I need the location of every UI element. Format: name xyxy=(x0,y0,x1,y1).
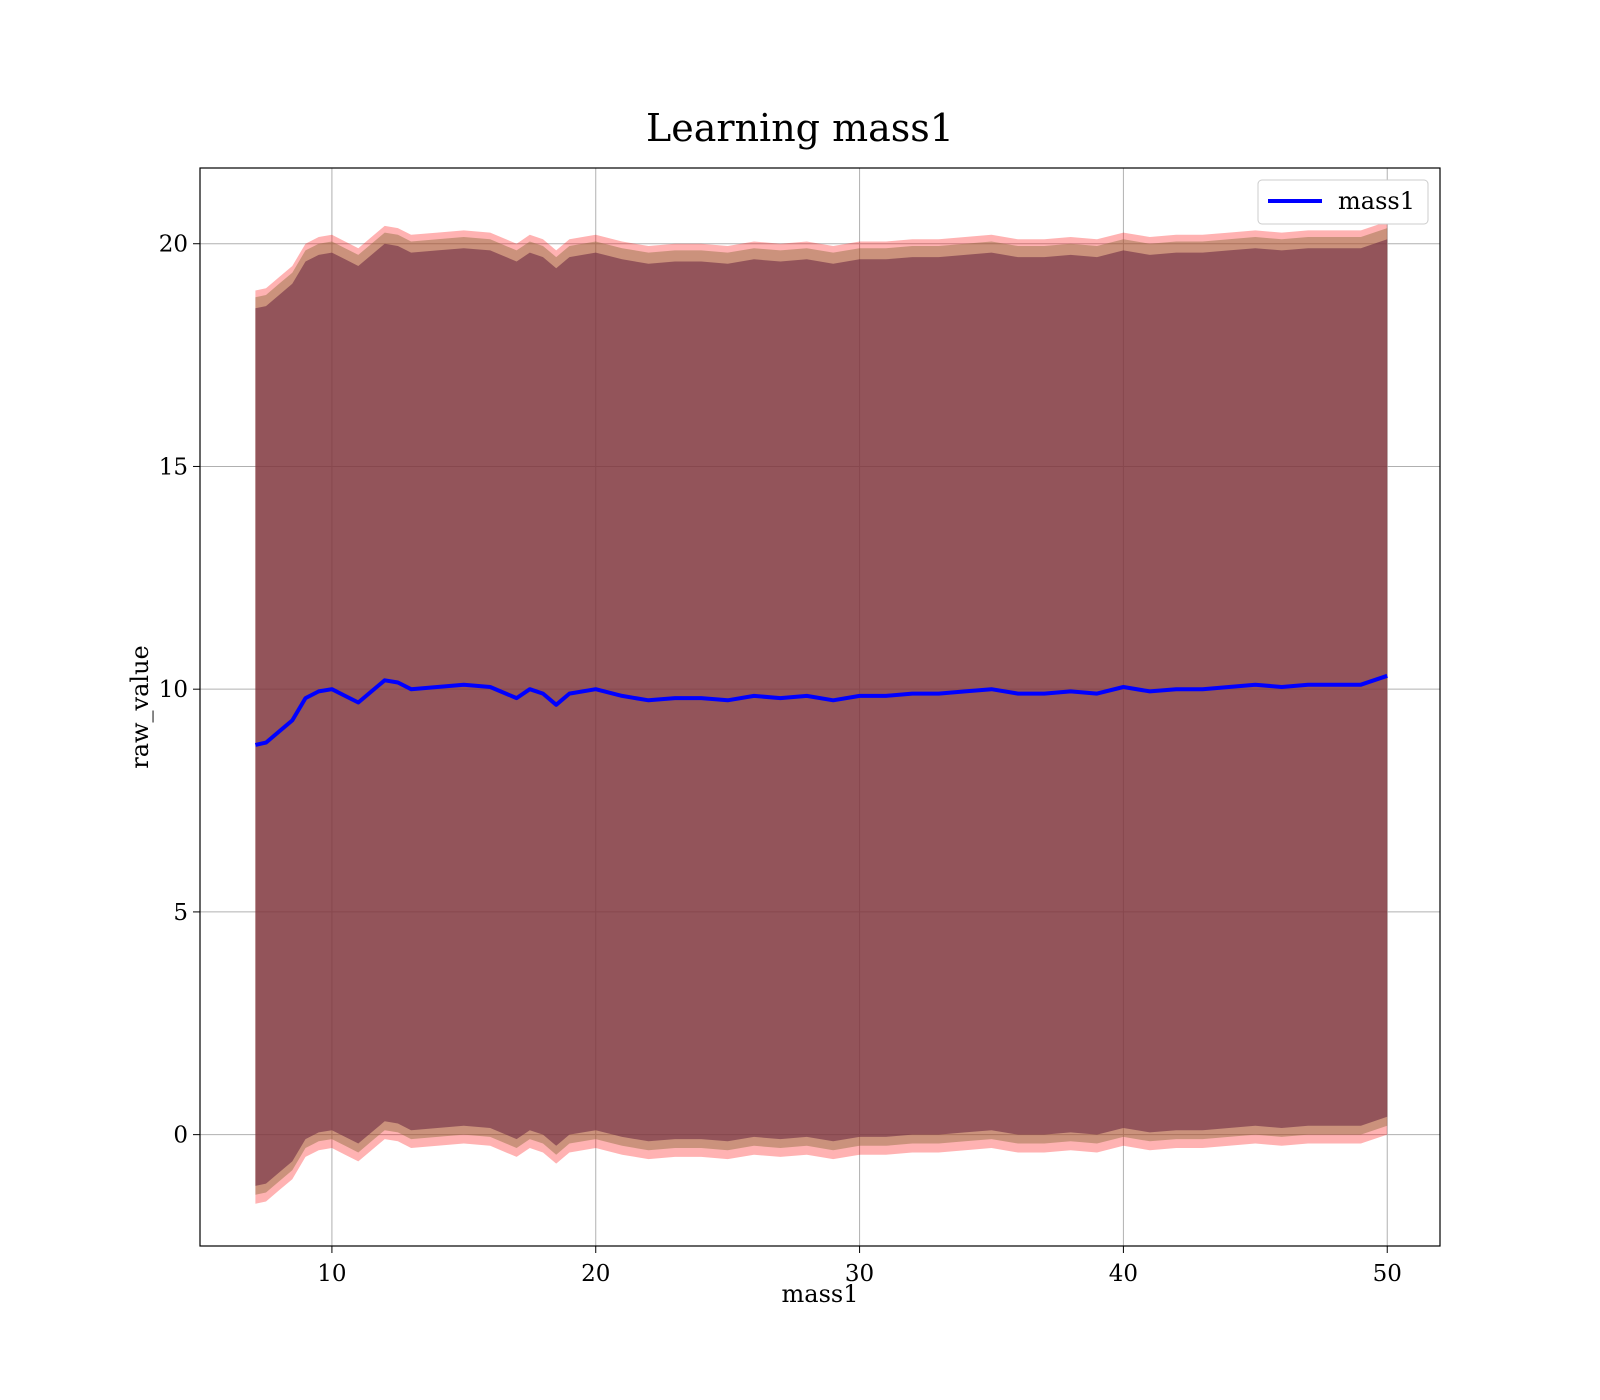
x-tick-label: 30 xyxy=(845,1261,874,1287)
confidence-bands xyxy=(255,221,1388,1204)
x-tick-label: 40 xyxy=(1109,1261,1138,1287)
series-lines xyxy=(254,673,1388,747)
band-inner xyxy=(255,239,1388,1186)
legend-box xyxy=(1257,179,1429,225)
x-axis-label: mass1 xyxy=(782,1280,859,1308)
y-tick-label: 20 xyxy=(159,232,188,258)
y-tick-label: 0 xyxy=(173,1123,188,1149)
series-line-mass1 xyxy=(254,673,1388,747)
x-tick-label: 50 xyxy=(1373,1261,1402,1287)
legend-label-mass1: mass1 xyxy=(1338,187,1415,215)
y-tick-label: 15 xyxy=(159,454,188,480)
legend: mass1 xyxy=(1257,179,1429,225)
y-axis-label: raw_value xyxy=(126,645,154,769)
plot-frame xyxy=(199,167,1441,1247)
x-axis-ticks: 10 20 30 40 50 xyxy=(317,1246,1402,1287)
x-tick-label: 10 xyxy=(317,1261,346,1287)
chart-title: Learning mass1 xyxy=(646,106,954,150)
y-tick-label: 10 xyxy=(159,677,188,703)
x-tick-label: 20 xyxy=(581,1261,610,1287)
y-axis-ticks: 0 5 10 15 20 xyxy=(159,232,200,1149)
y-tick-label: 5 xyxy=(173,900,188,926)
